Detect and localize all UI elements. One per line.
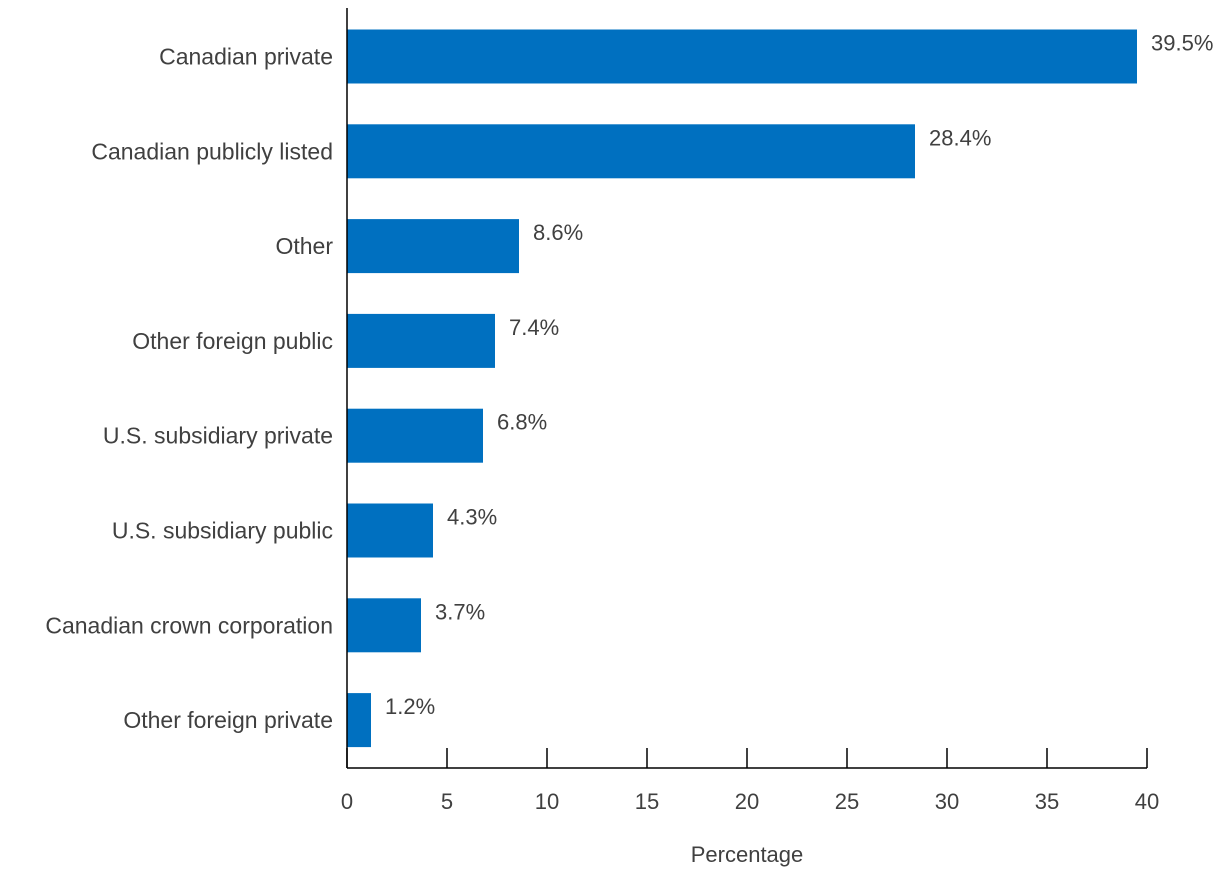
- bar-canadian-crown-corporation: [347, 598, 421, 653]
- category-labels: Canadian private Canadian publicly listed…: [45, 44, 333, 734]
- category-label-canadian-publicly-listed: Canadian publicly listed: [91, 138, 333, 164]
- value-label-u-s-subsidiary-public: 4.3%: [447, 505, 497, 530]
- bars-layer: [347, 29, 1137, 748]
- x-tick-label-20: 20: [735, 789, 759, 814]
- value-label-u-s-subsidiary-private: 6.8%: [497, 410, 547, 435]
- bar-canadian-publicly-listed: [347, 124, 915, 179]
- category-label-other: Other: [275, 233, 333, 259]
- x-tick-label-25: 25: [835, 789, 859, 814]
- bar-other-foreign-private: [347, 693, 371, 748]
- bar-u-s-subsidiary-private: [347, 408, 483, 463]
- x-tick-label-15: 15: [635, 789, 659, 814]
- value-label-other-foreign-public: 7.4%: [509, 315, 559, 340]
- category-label-u-s-subsidiary-private: U.S. subsidiary private: [103, 423, 333, 449]
- category-label-other-foreign-private: Other foreign private: [123, 707, 333, 733]
- x-tick-label-35: 35: [1035, 789, 1059, 814]
- bar-canadian-private: [347, 29, 1137, 84]
- bar-other-foreign-public: [347, 313, 495, 368]
- x-tick-label-10: 10: [535, 789, 559, 814]
- x-tick-label-5: 5: [441, 789, 453, 814]
- value-labels: 39.5% 28.4% 8.6% 7.4% 6.8% 4.3% 3.7% 1.2%: [385, 31, 1213, 720]
- value-label-canadian-publicly-listed: 28.4%: [929, 125, 991, 150]
- x-axis-title: Percentage: [691, 842, 804, 867]
- bar-other: [347, 219, 519, 274]
- category-label-canadian-crown-corporation: Canadian crown corporation: [45, 612, 333, 638]
- x-tick-label-40: 40: [1135, 789, 1159, 814]
- bar-u-s-subsidiary-public: [347, 503, 433, 558]
- category-label-other-foreign-public: Other foreign public: [132, 328, 333, 354]
- category-label-u-s-subsidiary-public: U.S. subsidiary public: [112, 518, 333, 544]
- value-label-canadian-private: 39.5%: [1151, 31, 1213, 56]
- category-label-canadian-private: Canadian private: [159, 44, 333, 70]
- x-tick-label-30: 30: [935, 789, 959, 814]
- x-tick-label-0: 0: [341, 789, 353, 814]
- x-axis-ticks: 0 5 10 15 20 25 30 35 40: [341, 748, 1159, 814]
- value-label-canadian-crown-corporation: 3.7%: [435, 599, 485, 624]
- value-label-other: 8.6%: [533, 220, 583, 245]
- value-label-other-foreign-private: 1.2%: [385, 694, 435, 719]
